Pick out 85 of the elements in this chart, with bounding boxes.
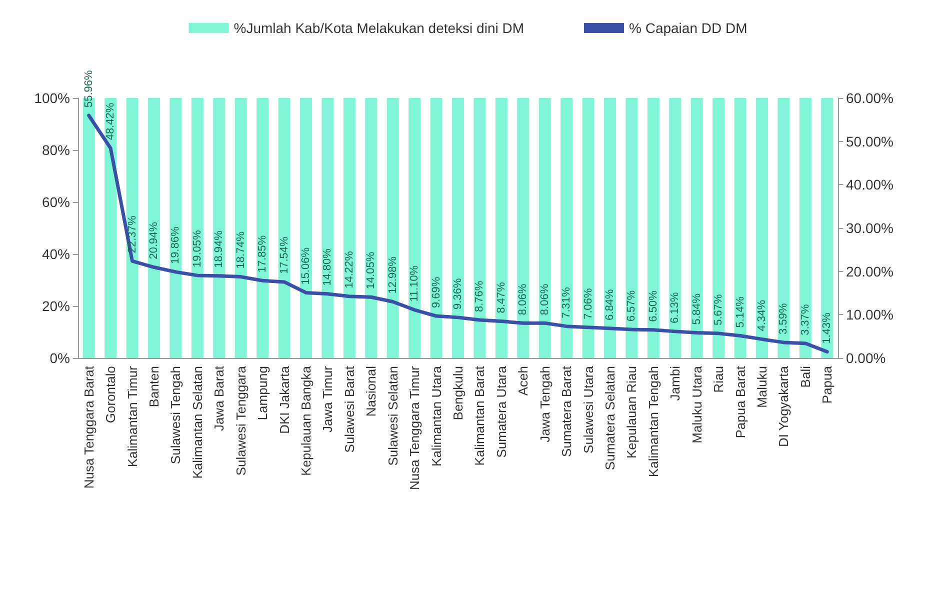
- data-label: 8.76%: [474, 280, 486, 312]
- data-label: 6.84%: [604, 288, 616, 320]
- x-tick-label: Bengkulu: [450, 366, 466, 420]
- data-label: 3.37%: [799, 304, 812, 336]
- y-tick-label: 0%: [50, 350, 70, 366]
- data-label: 18.94%: [213, 230, 226, 268]
- data-label: 5.84%: [690, 293, 703, 325]
- x-tick-label: Jawa Timur: [320, 365, 336, 432]
- x-tick-label: Riau: [711, 366, 726, 393]
- x-tick-label: DKI Jakarta: [276, 365, 292, 434]
- x-tick-label: Sulawesi Tengah: [168, 366, 184, 464]
- data-label: 17.54%: [278, 236, 290, 274]
- legend-label: % Capaian DD DM: [628, 20, 748, 36]
- data-label: 20.94%: [148, 222, 160, 260]
- x-tick-label: Kalimantan Utara: [428, 365, 444, 466]
- x-tick-label: Sumatera Selatan: [602, 366, 618, 470]
- y-tick-label: 80%: [42, 142, 70, 158]
- y-tick-label: 100%: [34, 90, 70, 106]
- x-tick-label: Papua: [820, 365, 835, 404]
- x-tick-label: Jambi: [668, 366, 683, 401]
- data-label: 48.42%: [104, 102, 117, 140]
- data-label: 14.05%: [365, 252, 378, 290]
- y-tick-label: 40%: [42, 246, 70, 262]
- data-label: 5.14%: [734, 296, 746, 328]
- x-tick-label: Kalimantan Timur: [124, 365, 140, 468]
- data-label: 9.69%: [430, 276, 442, 308]
- y-tick-label: 20%: [42, 298, 70, 314]
- data-label: 8.06%: [517, 284, 530, 316]
- data-label: 9.36%: [452, 278, 464, 310]
- data-label: 3.59%: [778, 303, 790, 334]
- data-label: 17.85%: [256, 235, 269, 273]
- data-label: 1.43%: [821, 312, 834, 344]
- data-label: 6.50%: [647, 290, 660, 322]
- x-tick-label: Sulawesi Selatan: [385, 366, 400, 466]
- data-label: 18.74%: [234, 231, 247, 269]
- x-tick-label: Aceh: [516, 366, 531, 396]
- y2-tick-label: 50.00%: [846, 133, 894, 150]
- data-label: 7.06%: [582, 288, 594, 320]
- x-tick-label: Gorontalo: [103, 366, 118, 424]
- data-label: 5.67%: [712, 294, 725, 326]
- x-tick-label: Nusa Tenggara Timur: [407, 365, 422, 490]
- x-tick-label: Nusa Tenggara Barat: [81, 366, 96, 489]
- data-label: 6.57%: [626, 290, 638, 322]
- data-label: 14.80%: [322, 248, 334, 286]
- x-tick-label: Nasional: [364, 366, 379, 417]
- data-label: 4.34%: [756, 300, 768, 332]
- x-tick-label: Banten: [146, 366, 162, 408]
- x-tick-label: Jawa Barat: [212, 366, 227, 432]
- y2-tick-label: 10.00%: [846, 306, 894, 323]
- data-label: 14.22%: [343, 250, 356, 288]
- x-tick-label: Sumatera Utara: [494, 365, 509, 458]
- x-tick-label: Sumatera Barat: [559, 366, 574, 458]
- x-tick-label: Sulawesi Tenggara: [233, 365, 248, 476]
- x-tick-label: Sulawesi Utara: [580, 365, 596, 454]
- x-tick-label: Lampung: [255, 366, 270, 420]
- legend-label: %Jumlah Kab/Kota Melakukan deteksi dini DM: [234, 20, 524, 36]
- data-label: 22.37%: [126, 216, 138, 254]
- x-tick-label: Bali: [798, 366, 813, 388]
- data-label: 19.05%: [191, 230, 204, 268]
- x-tick-label: Maluku: [754, 366, 770, 408]
- x-tick-label: Jawa Tengah: [537, 366, 552, 442]
- data-label: 19.86%: [170, 226, 182, 264]
- y2-tick-label: 60.00%: [846, 90, 894, 106]
- x-tick-label: Kalimantan Tengah: [646, 366, 661, 478]
- data-label: 6.13%: [669, 292, 682, 324]
- data-label: 8.06%: [538, 284, 551, 316]
- data-label: 11.10%: [408, 265, 421, 302]
- data-label: 55.96%: [82, 70, 95, 108]
- y2-tick-label: 40.00%: [846, 176, 894, 193]
- x-tick-label: Kepulauan Riau: [624, 366, 640, 459]
- x-tick-label: Kalimantan Barat: [472, 366, 488, 466]
- y2-tick-label: 20.00%: [846, 263, 894, 280]
- y2-tick-label: 0.00%: [846, 350, 886, 366]
- data-label: 12.98%: [386, 256, 399, 294]
- x-tick-label: Sulawesi Barat: [342, 366, 357, 453]
- x-tick-label: Maluku Utara: [689, 365, 704, 444]
- y2-tick-label: 30.00%: [846, 220, 894, 236]
- x-tick-label: Papua Barat: [732, 366, 748, 438]
- y-tick-label: 60%: [42, 194, 70, 210]
- data-label: 8.47%: [495, 282, 508, 314]
- data-label: 7.31%: [560, 286, 573, 318]
- data-label: 15.06%: [300, 247, 312, 285]
- x-tick-label: Kalimantan Selatan: [190, 366, 205, 479]
- x-tick-label: Kepulauan Bangka: [298, 365, 314, 476]
- x-tick-label: DI Yogyakarta: [776, 365, 792, 447]
